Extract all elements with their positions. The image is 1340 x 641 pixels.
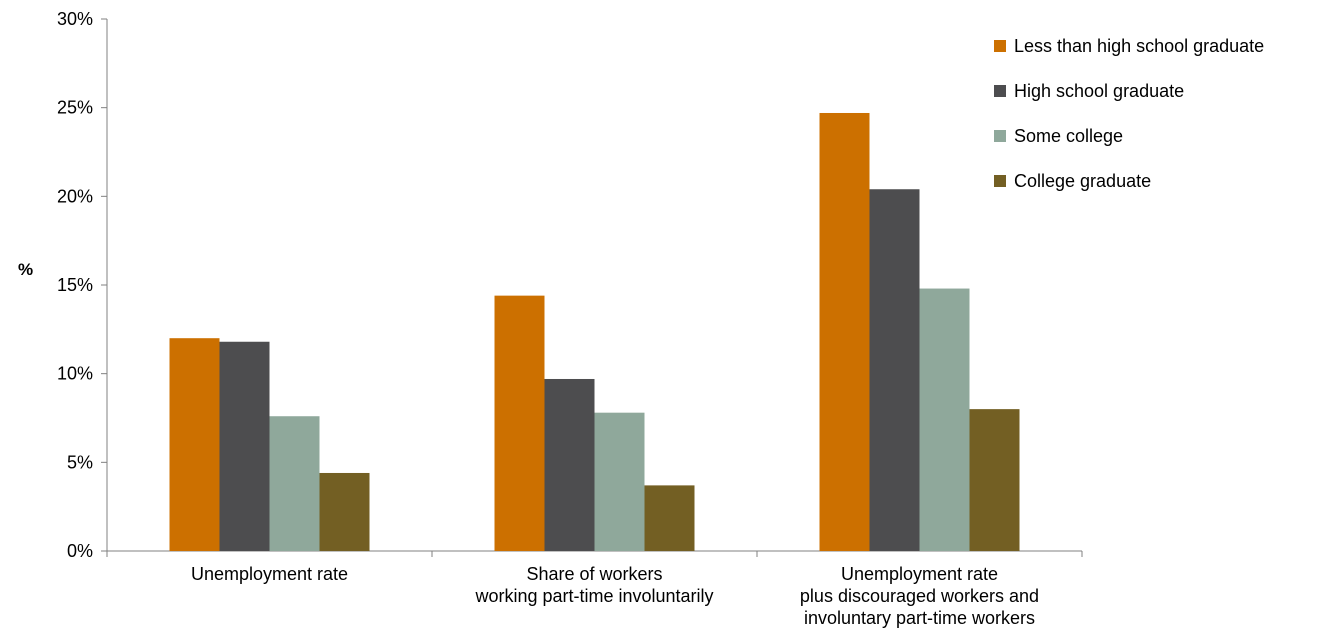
bar — [494, 295, 545, 551]
bar — [869, 189, 920, 552]
legend: Less than high school graduate High schoo… — [994, 36, 1264, 191]
legend-label: College graduate — [1014, 171, 1151, 191]
bar — [219, 341, 270, 551]
bar — [269, 416, 320, 551]
x-category-label: Unemployment rate — [191, 564, 348, 584]
legend-label: High school graduate — [1014, 81, 1184, 101]
y-tick-label: 0% — [67, 541, 93, 561]
category-labels: Unemployment rate Share of workers working… — [191, 564, 1039, 628]
bar — [319, 472, 370, 551]
bar — [644, 485, 695, 551]
legend-label: Less than high school graduate — [1014, 36, 1264, 56]
y-tick-label: 20% — [57, 186, 93, 206]
legend-swatch — [994, 175, 1006, 187]
legend-label: Some college — [1014, 126, 1123, 146]
bar — [544, 378, 595, 551]
x-category-label: Share of workers working part-time involu… — [474, 564, 713, 606]
y-tick-label: 25% — [57, 98, 93, 118]
bars — [169, 112, 1020, 552]
bar — [594, 412, 645, 551]
bar — [819, 112, 870, 551]
legend-swatch — [994, 85, 1006, 97]
y-tick-label: 30% — [57, 9, 93, 29]
bar — [169, 338, 220, 551]
y-axis-label: % — [18, 260, 33, 279]
y-tick-label: 10% — [57, 364, 93, 384]
bar — [969, 409, 1020, 551]
bar — [919, 288, 970, 551]
y-tick-label: 15% — [57, 275, 93, 295]
y-tick-label: 5% — [67, 452, 93, 472]
legend-swatch — [994, 130, 1006, 142]
y-axis: 0% 5% 10% 15% 20% 25% 30% — [57, 9, 108, 561]
x-axis — [106, 550, 1083, 557]
x-category-label: Unemployment rate plus discouraged worker… — [800, 564, 1039, 628]
legend-swatch — [994, 40, 1006, 52]
